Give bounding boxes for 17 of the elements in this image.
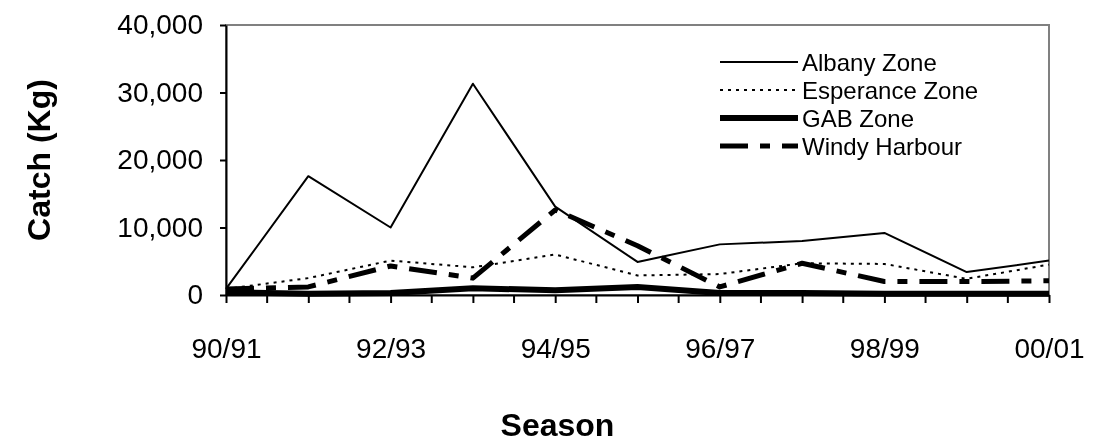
y-tick-label: 0	[187, 279, 203, 311]
y-axis-title: Catch (Kg)	[21, 79, 57, 241]
legend-label: GAB Zone	[802, 105, 915, 132]
y-tick-label: 20,000	[117, 144, 203, 176]
x-tick-label: 90/91	[191, 333, 262, 364]
x-tick-label: 96/97	[685, 333, 756, 364]
x-tick-label: 00/01	[1014, 333, 1085, 364]
legend-label: Albany Zone	[802, 49, 937, 76]
legend-label: Esperance Zone	[802, 77, 979, 104]
legend-label: Windy Harbour	[802, 133, 963, 160]
x-tick-label: 92/93	[356, 333, 427, 364]
y-tick-label: 30,000	[117, 76, 203, 108]
x-axis-title: Season	[500, 407, 615, 443]
y-tick-label: 10,000	[117, 211, 203, 243]
x-tick-label: 98/99	[849, 333, 920, 364]
x-tick-label: 94/95	[520, 333, 591, 364]
y-tick-label: 40,000	[117, 9, 203, 41]
